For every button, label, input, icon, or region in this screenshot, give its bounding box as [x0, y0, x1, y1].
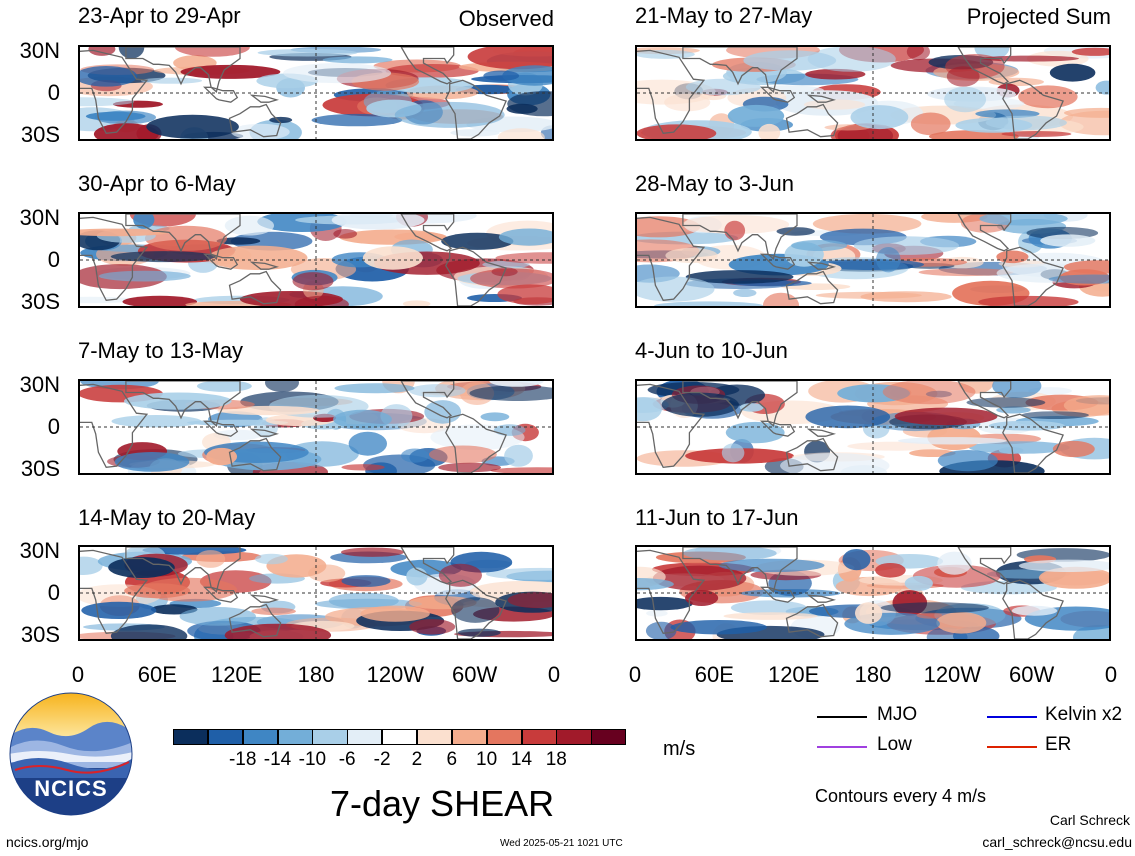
main-title: 7-day SHEAR: [330, 783, 555, 824]
colorbar-label: -6: [338, 749, 356, 770]
lon-label: 0: [71, 662, 85, 687]
lat-label: 30S: [20, 289, 60, 314]
colorbar-swatch: [277, 729, 313, 745]
colorbar-label: 18: [545, 749, 567, 770]
panel-title: 23-Apr to 29-Apr: [78, 3, 241, 28]
shear-map: [78, 212, 554, 308]
panel-title: 28-May to 3-Jun: [635, 171, 794, 196]
legend-low-line: [817, 746, 867, 748]
lon-label: 120E: [767, 662, 820, 687]
projected-sum-label: Projected Sum: [966, 4, 1111, 29]
lon-label: 60E: [694, 662, 734, 687]
legend-kelvin-label: Kelvin x2: [1045, 704, 1123, 725]
colorbar-swatch: [173, 729, 209, 745]
lat-label: 30S: [20, 622, 60, 647]
colorbar-label: -2: [373, 749, 391, 770]
shear-map: [78, 379, 554, 475]
legend: MJO Kelvin x2 Low ER: [815, 704, 1130, 764]
colorbar-label: -10: [298, 749, 327, 770]
legend-mjo-line: [817, 716, 867, 718]
colorbar-label: 6: [446, 749, 458, 770]
footer-timestamp: Wed 2025-05-21 1021 UTC: [500, 838, 623, 849]
lon-label: 0: [547, 662, 561, 687]
lon-label: 180: [854, 662, 892, 687]
legend-low-label: Low: [877, 734, 912, 755]
lon-label: 120W: [366, 662, 425, 687]
lat-label: 0: [47, 80, 60, 105]
footer-url: ncics.org/mjo: [6, 834, 89, 850]
lat-label: 0: [47, 580, 60, 605]
colorbar-swatch: [451, 729, 488, 745]
colorbar-swatch: [556, 729, 592, 745]
lon-label: 120W: [923, 662, 982, 687]
colorbar-label: -14: [263, 749, 292, 770]
legend-mjo-label: MJO: [877, 704, 918, 725]
contours-note: Contours every 4 m/s: [815, 786, 987, 806]
legend-kelvin-line: [987, 716, 1037, 718]
panel-title: 14-May to 20-May: [78, 505, 256, 530]
lon-label: 0: [1104, 662, 1118, 687]
colorbar-unit: m/s: [663, 738, 696, 760]
shear-map: [635, 45, 1111, 141]
legend-er-label: ER: [1045, 734, 1072, 755]
shear-map: [635, 545, 1111, 641]
colorbar-swatch: [486, 729, 522, 745]
lat-label: 30S: [20, 456, 60, 481]
colorbar-swatch: [242, 729, 278, 745]
colorbar-swatch: [207, 729, 244, 745]
shear-map: [78, 545, 554, 641]
lat-label: 30S: [20, 122, 60, 147]
lat-label: 30N: [19, 205, 60, 230]
panel-title: 11-Jun to 17-Jun: [635, 505, 799, 530]
shear-map: [635, 212, 1111, 308]
footer-email: carl_schreck@ncsu.edu: [982, 834, 1132, 850]
colorbar-label: 14: [510, 749, 533, 770]
ncics-logo: NCICS: [9, 692, 133, 816]
lon-label: 180: [297, 662, 335, 687]
shear-map: [635, 379, 1111, 475]
colorbar-swatch: [521, 729, 557, 745]
colorbar-swatch: [416, 729, 453, 745]
panel-title: 21-May to 27-May: [635, 3, 813, 28]
lat-label: 0: [47, 247, 60, 272]
lat-label: 0: [47, 414, 60, 439]
shear-map: [78, 45, 554, 141]
ncics-logo-icon: [9, 692, 133, 816]
lon-label: 60W: [1009, 662, 1055, 687]
lat-label: 30N: [19, 372, 60, 397]
colorbar-label: -18: [228, 749, 257, 770]
colorbar-label: 2: [411, 749, 423, 770]
lon-label: 60W: [452, 662, 498, 687]
colorbar-swatch: [382, 729, 418, 745]
colorbar-swatch: [591, 729, 627, 745]
colorbar-swatch: [312, 729, 348, 745]
colorbar-swatch: [347, 729, 383, 745]
logo-text: NCICS: [34, 776, 108, 801]
panel-title: 7-May to 13-May: [78, 338, 244, 363]
lat-label: 30N: [19, 38, 60, 63]
lon-label: 120E: [210, 662, 263, 687]
observed-label: Observed: [458, 6, 554, 31]
panel-title: 4-Jun to 10-Jun: [635, 338, 788, 363]
colorbar-label: 10: [476, 749, 498, 770]
legend-er-line: [987, 746, 1037, 748]
panel-title: 30-Apr to 6-May: [78, 171, 236, 196]
footer-author: Carl Schreck: [1049, 812, 1130, 828]
lon-label: 60E: [137, 662, 177, 687]
lon-label: 0: [628, 662, 642, 687]
lat-label: 30N: [19, 538, 60, 563]
